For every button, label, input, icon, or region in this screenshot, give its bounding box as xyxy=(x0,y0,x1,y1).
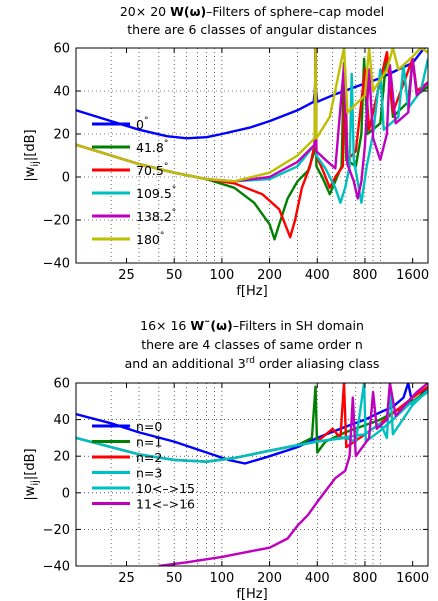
title-suffix: –Filters in SH domain xyxy=(233,318,364,333)
y-axis-label-end: |[dB] xyxy=(23,448,38,480)
y-tick-label: −20 xyxy=(43,214,70,229)
series-line-6 xyxy=(76,48,428,183)
subtitle-sup: rd xyxy=(246,356,255,366)
x-tick-label: 800 xyxy=(353,571,378,586)
legend-name: 109.5 xyxy=(136,186,172,201)
x-tick-label: 200 xyxy=(257,571,282,586)
series-line-5 xyxy=(76,383,428,463)
x-tick-label: 25 xyxy=(118,268,135,283)
y-tick-label: 0 xyxy=(62,171,70,186)
title-suffix: –Filters of sphere–cap model xyxy=(206,4,384,19)
x-tick-label: 800 xyxy=(353,268,378,283)
legend-label-5: 10<–>15 xyxy=(136,481,195,496)
y-tick-label: 60 xyxy=(53,42,70,57)
legend: 0°41.8°70.5°109.5°138.2°180° xyxy=(92,116,176,247)
chart-subtitle-2: and an additional 3rd order aliasing cla… xyxy=(125,356,380,371)
legend-name: n=1 xyxy=(136,435,162,450)
title-prefix: 16× 16 xyxy=(140,318,190,333)
axes-box xyxy=(75,382,429,567)
legend-label-3: n=2 xyxy=(136,450,162,465)
legend-name: 41.8 xyxy=(136,140,164,155)
legend-sup: ° xyxy=(172,185,177,195)
legend-name: n=0 xyxy=(136,419,162,434)
legend-sup: ° xyxy=(144,116,149,126)
legend-name: 0 xyxy=(136,117,144,132)
series-group xyxy=(76,383,428,566)
legend-label-6: 11<–>16 xyxy=(136,497,195,512)
legend-name: n=3 xyxy=(136,466,162,481)
chart-1: −40 −20 0 20 40 60 25 50 100 200 400 800 1600 f[Hz] |w… xyxy=(23,4,429,299)
y-axis-label-main: |w xyxy=(23,485,38,500)
x-tick-label: 1600 xyxy=(396,268,429,283)
chart-title: 20× 20 W(ω)–Filters of sphere–cap model xyxy=(120,4,384,19)
series-line-2 xyxy=(76,48,428,241)
legend-label-4: n=3 xyxy=(136,466,162,481)
y-tick-label: 20 xyxy=(53,128,70,143)
y-tick-label: 40 xyxy=(53,85,70,100)
y-axis-label-sub: ij xyxy=(30,480,41,486)
x-tick-label: 25 xyxy=(118,571,135,586)
title-bold: W(ω) xyxy=(170,4,206,19)
legend-label-1: n=0 xyxy=(136,419,162,434)
chart-subtitle: there are 4 classes of same order n xyxy=(141,337,363,352)
series-line-6 xyxy=(158,383,428,566)
y-tick-label: −20 xyxy=(43,523,70,538)
chart-2: −40 −20 0 20 40 60 25 50 100 200 400 800 1600 f[Hz] |w… xyxy=(23,318,429,601)
title-prefix: 20× 20 xyxy=(120,4,170,19)
legend-sup: ° xyxy=(164,162,169,172)
legend-name: n=2 xyxy=(136,450,162,465)
x-axis-label: f[Hz] xyxy=(236,587,267,601)
legend-label-2: 41.8° xyxy=(136,139,168,155)
x-tick-label: 400 xyxy=(305,571,330,586)
legend-label-3: 70.5° xyxy=(136,162,168,178)
legend-name: 10<–>15 xyxy=(136,481,195,496)
legend-name: 138.2 xyxy=(136,209,172,224)
y-tick-label: −40 xyxy=(43,257,70,272)
y-axis-label-sub: ij xyxy=(30,161,41,167)
legend-sup: ° xyxy=(172,208,177,218)
subtitle-prefix: and an additional 3 xyxy=(125,356,246,371)
legend-sup: ° xyxy=(160,231,165,241)
x-axis-label: f[Hz] xyxy=(236,284,267,299)
legend-label-4: 109.5° xyxy=(136,185,176,201)
legend-label-5: 138.2° xyxy=(136,208,176,224)
x-tick-label: 1600 xyxy=(396,571,429,586)
x-tick-label: 100 xyxy=(209,571,234,586)
y-axis-label: |wij|[dB] xyxy=(23,448,41,500)
legend-name: 11<–>16 xyxy=(136,497,195,512)
plot-area xyxy=(76,383,428,566)
subtitle-suffix: order aliasing class xyxy=(255,356,379,371)
legend-label-2: n=1 xyxy=(136,435,162,450)
y-tick-label: 60 xyxy=(53,377,70,392)
legend-name: 180 xyxy=(136,232,160,247)
grid xyxy=(76,383,428,566)
legend-label-1: 0° xyxy=(136,116,148,132)
legend-sup: ° xyxy=(164,139,169,149)
y-tick-label: −40 xyxy=(43,560,70,575)
y-tick-label: 40 xyxy=(53,413,70,428)
series-group xyxy=(76,48,428,241)
x-tick-label: 100 xyxy=(209,268,234,283)
x-tick-label: 400 xyxy=(305,268,330,283)
legend-label-6: 180° xyxy=(136,231,164,247)
y-tick-label: 20 xyxy=(53,450,70,465)
x-tick-label: 50 xyxy=(166,268,183,283)
series-line-1 xyxy=(76,48,426,140)
chart-title: 16× 16 W˜(ω)–Filters in SH domain xyxy=(140,318,364,333)
legend-name: 70.5 xyxy=(136,163,164,178)
chart-subtitle: there are 6 classes of angular distances xyxy=(127,22,377,37)
title-bold: W˜(ω) xyxy=(190,318,232,333)
axes-box xyxy=(75,47,429,264)
x-tick-label: 200 xyxy=(257,268,282,283)
y-axis-label-main: |w xyxy=(23,166,38,181)
y-axis-label: |wij|[dB] xyxy=(23,129,41,181)
y-axis-label-end: |[dB] xyxy=(23,129,38,161)
x-tick-label: 50 xyxy=(166,571,183,586)
y-tick-label: 0 xyxy=(62,486,70,501)
